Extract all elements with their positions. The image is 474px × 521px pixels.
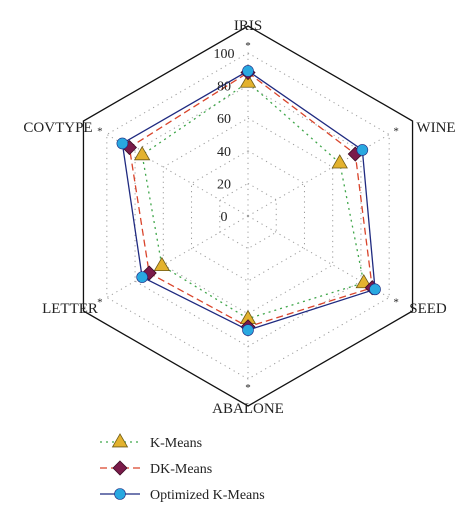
axis-spoke xyxy=(247,134,390,217)
category-label-iris: IRIS xyxy=(234,18,262,34)
axis-tick-mark: * xyxy=(97,297,103,309)
grid-ring xyxy=(162,117,334,315)
legend-label: DK-Means xyxy=(150,462,212,477)
series-line xyxy=(121,70,376,331)
category-label-seed: SEED xyxy=(409,301,447,317)
r-tick-label: 40 xyxy=(217,145,231,160)
series-point xyxy=(133,146,151,161)
legend-label: K-Means xyxy=(150,436,202,451)
series-point xyxy=(242,65,254,77)
category-label-wine: WINE xyxy=(416,120,455,136)
series-point xyxy=(116,137,129,150)
grid-ring xyxy=(106,52,390,380)
r-tick-label: 80 xyxy=(217,80,231,95)
axis-tick-mark: * xyxy=(97,126,103,138)
radar-series xyxy=(116,64,381,336)
series-point xyxy=(136,271,148,283)
axis-tick-mark: * xyxy=(245,40,251,52)
r-tick-label: 20 xyxy=(217,177,231,192)
legend-marker xyxy=(114,488,126,500)
axis-tick-mark: * xyxy=(393,297,399,309)
series-0 xyxy=(133,73,372,325)
category-label-covtype: COVTYPE xyxy=(23,120,92,136)
axis-spoke xyxy=(106,215,249,298)
radar-axes: * * * * * * xyxy=(97,40,399,394)
legend-item: DK-Means xyxy=(100,460,212,477)
r-tick-label: 0 xyxy=(221,210,228,225)
series-point xyxy=(369,283,381,296)
legend-marker xyxy=(112,460,128,476)
legend-marker xyxy=(111,433,129,448)
series-point xyxy=(356,144,369,156)
series-point xyxy=(331,154,348,169)
radar-frame xyxy=(82,25,414,407)
series-1 xyxy=(121,64,380,335)
legend-item: K-Means xyxy=(100,433,202,451)
radar-labels: 0 20 40 60 80 100 IRIS WINE SEED ABALONE LETTER COV… xyxy=(23,18,455,417)
series-point xyxy=(242,324,254,336)
legend-item: Optimized K-Means xyxy=(100,488,265,503)
series-point xyxy=(153,256,171,272)
r-tick-label: 100 xyxy=(214,47,235,62)
category-label-letter: LETTER xyxy=(42,301,98,317)
axis-tick-mark: * xyxy=(393,126,399,138)
r-tick-label: 60 xyxy=(217,112,231,127)
legend-label: Optimized K-Means xyxy=(150,488,265,503)
axis-tick-mark: * xyxy=(245,382,251,394)
category-label-abalone: ABALONE xyxy=(212,401,284,417)
legend: K-Means DK-Means Optimized K-Means xyxy=(100,433,265,503)
series-point xyxy=(355,273,372,289)
series-2 xyxy=(116,65,381,336)
series-point xyxy=(239,73,257,88)
